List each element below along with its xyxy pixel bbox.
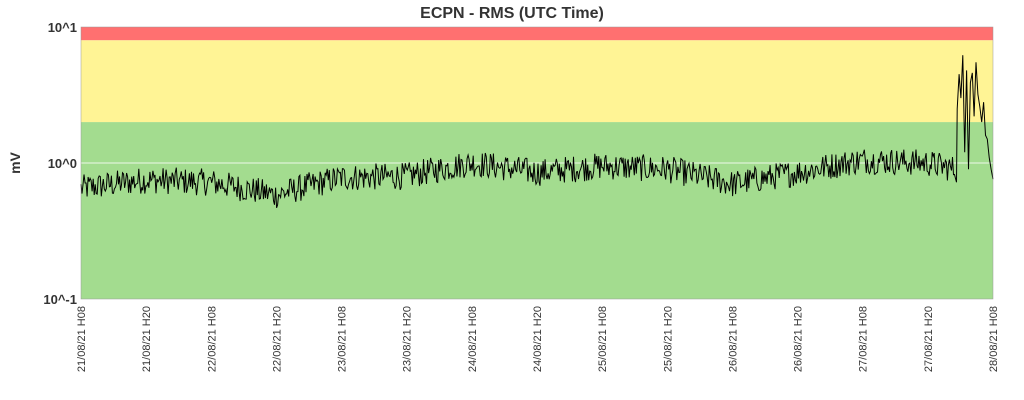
x-tick-label-0: 21/08/21 H08 bbox=[76, 306, 88, 372]
y-tick-label-1: 10^0 bbox=[48, 156, 77, 171]
band-1 bbox=[81, 40, 993, 123]
y-axis-label: mV bbox=[7, 151, 23, 173]
x-tick-label-6: 24/08/21 H08 bbox=[467, 306, 479, 372]
chart-title: ECPN - RMS (UTC Time) bbox=[420, 5, 604, 22]
x-tick-labels: 21/08/21 H08 21/08/21 H20 22/08/21 H08 22/0… bbox=[76, 306, 1000, 372]
x-tick-label-2: 22/08/21 H08 bbox=[206, 306, 218, 372]
x-tick-label-13: 27/08/21 H20 bbox=[923, 306, 935, 372]
x-tick-label-4: 23/08/21 H08 bbox=[337, 306, 349, 372]
y-tick-labels: 10^1 10^0 10^-1 bbox=[43, 20, 77, 307]
x-tick-label-7: 24/08/21 H20 bbox=[532, 306, 544, 372]
x-tick-label-9: 25/08/21 H20 bbox=[662, 306, 674, 372]
alert-bands bbox=[81, 27, 993, 299]
x-tick-label-5: 23/08/21 H20 bbox=[402, 306, 414, 372]
band-0 bbox=[81, 122, 993, 299]
x-tick-label-3: 22/08/21 H20 bbox=[271, 306, 283, 372]
x-tick-label-1: 21/08/21 H20 bbox=[141, 306, 153, 372]
x-tick-label-14: 28/08/21 H08 bbox=[988, 306, 1000, 372]
series-line bbox=[80, 55, 994, 209]
y-tick-label-2: 10^-1 bbox=[43, 292, 77, 307]
x-tick-label-10: 26/08/21 H08 bbox=[727, 306, 739, 372]
rms-series bbox=[80, 55, 994, 209]
band-2 bbox=[81, 27, 993, 41]
plot-border bbox=[80, 26, 994, 300]
y-tick-label-0: 10^1 bbox=[48, 20, 77, 35]
x-tick-label-12: 27/08/21 H08 bbox=[858, 306, 870, 372]
x-tick-label-8: 25/08/21 H08 bbox=[597, 306, 609, 372]
x-tick-label-11: 26/08/21 H20 bbox=[793, 306, 805, 372]
